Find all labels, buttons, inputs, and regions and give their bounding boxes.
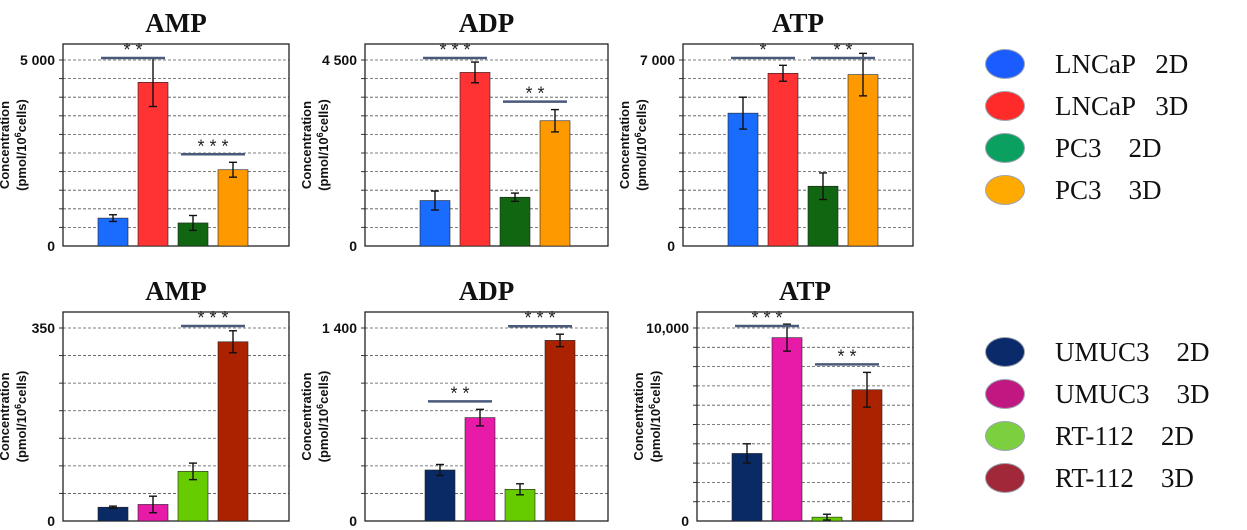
chart-title: AMP	[145, 8, 206, 38]
y-tick-label: 5 000	[20, 52, 55, 68]
chart-panel: ADP 4 500 0 Concentration (pmol/106cells) * *…	[299, 8, 609, 254]
bar	[771, 337, 803, 522]
y-tick-label: 0	[47, 513, 55, 529]
bar	[137, 82, 169, 247]
legend-label: PC3 2D	[1055, 132, 1162, 163]
legend-item: RT-112 3D	[985, 458, 1245, 498]
plot-frame	[62, 43, 290, 247]
legend-swatch	[985, 379, 1025, 409]
plot-frame	[696, 311, 914, 522]
bar	[851, 389, 883, 522]
chart-title: ADP	[459, 8, 515, 38]
significance-stars: * *	[525, 84, 544, 104]
plot-frame	[62, 311, 290, 522]
significance-stars: * * *	[439, 40, 470, 60]
legend-swatch	[985, 463, 1025, 493]
chart-title: AMP	[145, 276, 206, 306]
chart-panel: AMP 350 0 Concentration (pmol/106cells) * * *	[0, 276, 290, 529]
y-axis-label: Concentration (pmol/106cells)	[299, 99, 331, 191]
legend-swatch	[985, 421, 1025, 451]
chart-panel: ATP 7 000 0 Concentration (pmol/106cells) * * …	[617, 8, 914, 254]
legend-label: UMUC3 3D	[1055, 378, 1210, 409]
significance-stars: * * *	[197, 136, 228, 156]
significance-stars: * *	[450, 383, 469, 403]
legend-label: PC3 3D	[1055, 174, 1162, 205]
legend-swatch	[985, 49, 1025, 79]
y-tick-label: 1 400	[322, 320, 357, 336]
significance-stars: * *	[837, 346, 856, 366]
significance-stars: * * *	[524, 308, 555, 328]
legend-swatch	[985, 133, 1025, 163]
chart-title: ATP	[772, 8, 824, 38]
bar	[424, 469, 456, 522]
legend-item: PC3 2D	[985, 128, 1245, 168]
bar	[499, 196, 531, 247]
y-tick-label: 0	[349, 238, 357, 254]
y-tick-label: 350	[32, 320, 56, 336]
y-axis-label: Concentration (pmol/106cells)	[631, 371, 663, 463]
y-tick-label: 0	[681, 513, 689, 529]
chart-panel: ATP 10,000 0 Concentration (pmol/106cells) * …	[631, 276, 914, 529]
legend-label: RT-112 3D	[1055, 462, 1194, 493]
y-axis-label: Concentration (pmol/106cells)	[0, 371, 29, 463]
legend-item: LNCaP 2D	[985, 44, 1245, 84]
significance-stars: * * *	[197, 308, 228, 328]
bar	[97, 506, 129, 522]
chart-panel: AMP 5 000 0 Concentration (pmol/106cells) * *…	[0, 8, 290, 254]
bar	[767, 72, 799, 247]
bar	[97, 217, 129, 247]
legend-swatch	[985, 337, 1025, 367]
y-tick-label: 4 500	[322, 52, 357, 68]
y-axis-label: Concentration (pmol/106cells)	[617, 99, 649, 191]
legend-cell-lines-bladder: UMUC3 2D UMUC3 3D RT-112 2D RT-112 3D	[985, 332, 1245, 500]
significance-stars: * *	[123, 40, 142, 60]
bar	[544, 340, 576, 522]
bar	[459, 72, 491, 247]
significance-stars: * *	[833, 40, 852, 60]
bar	[727, 112, 759, 247]
legend-item: LNCaP 3D	[985, 86, 1245, 126]
legend-swatch	[985, 91, 1025, 121]
bar	[217, 169, 249, 247]
legend-label: LNCaP 2D	[1055, 48, 1189, 79]
y-tick-label: 10,000	[646, 320, 689, 336]
y-tick-label: 7 000	[640, 52, 675, 68]
y-axis-label: Concentration (pmol/106cells)	[299, 371, 331, 463]
legend-item: PC3 3D	[985, 170, 1245, 210]
legend-item: RT-112 2D	[985, 416, 1245, 456]
bar	[731, 453, 763, 522]
legend-label: UMUC3 2D	[1055, 336, 1210, 367]
legend-label: LNCaP 3D	[1055, 90, 1189, 121]
chart-title: ADP	[459, 276, 515, 306]
legend-cell-lines-prostate: LNCaP 2D LNCaP 3D PC3 2D PC3 3D	[985, 44, 1245, 212]
significance-stars: *	[759, 40, 766, 60]
bar	[847, 74, 879, 247]
bar	[539, 120, 571, 247]
chart-title: ATP	[779, 276, 831, 306]
y-tick-label: 0	[47, 238, 55, 254]
legend-item: UMUC3 2D	[985, 332, 1245, 372]
bar	[217, 341, 249, 522]
y-tick-label: 0	[349, 513, 357, 529]
bar	[464, 417, 496, 522]
y-axis-label: Concentration (pmol/106cells)	[0, 99, 29, 191]
legend-item: UMUC3 3D	[985, 374, 1245, 414]
legend-swatch	[985, 175, 1025, 205]
significance-stars: * * *	[751, 308, 782, 328]
y-tick-label: 0	[667, 238, 675, 254]
legend-label: RT-112 2D	[1055, 420, 1194, 451]
chart-panel: ADP 1 400 0 Concentration (pmol/106cells) * *…	[299, 276, 609, 529]
